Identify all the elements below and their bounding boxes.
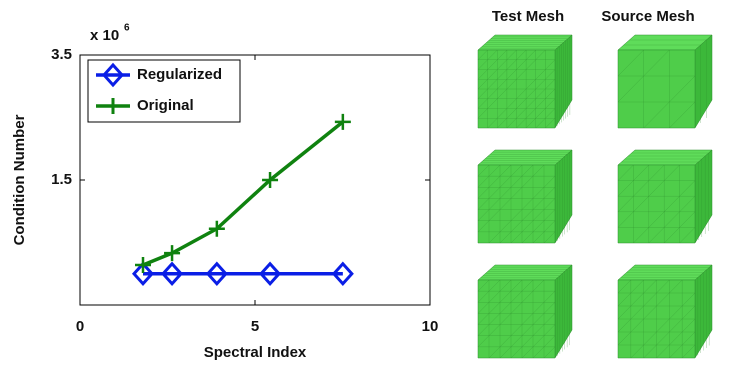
mesh-cube <box>618 150 712 243</box>
legend-label: Original <box>137 97 194 114</box>
column-header: Test Mesh <box>492 8 564 25</box>
mesh-cube <box>478 35 572 128</box>
cube-front <box>478 280 555 358</box>
cube-front <box>618 50 695 128</box>
mesh-cube <box>478 265 572 358</box>
mesh-cube <box>618 35 712 128</box>
cube-side <box>695 150 712 243</box>
x-axis-label: Spectral Index <box>204 344 307 361</box>
y-multiplier: x 10 <box>90 27 119 44</box>
cube-front <box>618 165 695 243</box>
x-tick-label: 0 <box>76 318 84 335</box>
y-multiplier-exponent: 6 <box>124 23 130 34</box>
y-tick-label: 3.5 <box>51 46 72 63</box>
cube-side <box>695 35 712 128</box>
mesh-cube <box>478 150 572 243</box>
y-tick-label: 1.5 <box>51 171 72 188</box>
column-header: Source Mesh <box>601 8 694 25</box>
x-tick-label: 5 <box>251 318 259 335</box>
plus-marker <box>164 245 180 261</box>
y-axis-label: Condition Number <box>11 114 28 245</box>
figure: Spectral Index Condition Number x 10 6 T… <box>0 0 730 368</box>
cube-front <box>478 165 555 243</box>
x-tick-label: 10 <box>422 318 439 335</box>
series-line <box>143 122 343 265</box>
mesh-cube <box>618 265 712 358</box>
legend-label: Regularized <box>137 66 222 83</box>
